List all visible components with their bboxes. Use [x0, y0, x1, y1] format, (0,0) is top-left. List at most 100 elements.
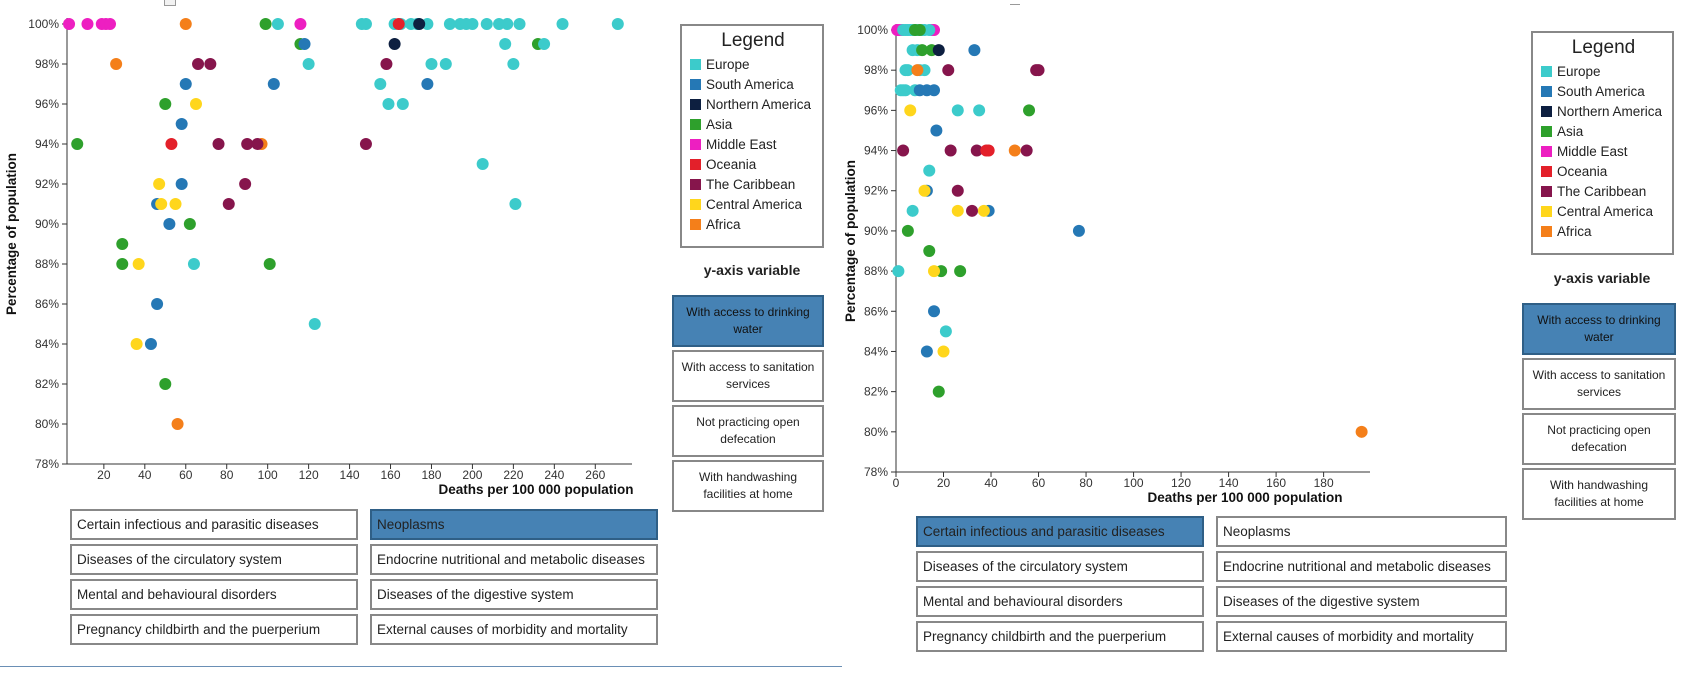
- data-point[interactable]: Europe: [538, 38, 551, 50]
- data-point[interactable]: Northern America: [413, 18, 426, 30]
- data-point[interactable]: Asia: [1023, 104, 1036, 117]
- data-point[interactable]: Central America: [190, 98, 202, 110]
- data-point[interactable]: Europe: [611, 18, 624, 30]
- data-point[interactable]: Africa: [1008, 144, 1021, 157]
- data-point[interactable]: Europe: [439, 58, 452, 70]
- data-point[interactable]: The Caribbean: [241, 138, 254, 150]
- category-button-external[interactable]: External causes of morbidity and mortali…: [1216, 621, 1507, 652]
- data-point[interactable]: South America: [928, 305, 941, 318]
- data-point[interactable]: The Caribbean: [359, 138, 372, 150]
- data-point[interactable]: Europe: [951, 104, 964, 117]
- data-point[interactable]: Central America: [951, 204, 964, 217]
- yvar-button-open-defecation[interactable]: Not practicing open defecation: [672, 405, 824, 457]
- data-point[interactable]: Asia: [913, 24, 926, 36]
- data-point[interactable]: Europe: [359, 18, 372, 30]
- data-point[interactable]: South America: [968, 44, 981, 57]
- yvar-button-sanitation[interactable]: With access to sanitation services: [672, 350, 824, 402]
- data-point[interactable]: Asia: [954, 265, 967, 278]
- category-button-neoplasms[interactable]: Neoplasms: [370, 509, 658, 540]
- data-point[interactable]: Europe: [923, 24, 936, 36]
- data-point[interactable]: Europe: [425, 58, 438, 70]
- data-point[interactable]: Central America: [928, 265, 941, 278]
- data-point[interactable]: Europe: [466, 18, 479, 30]
- data-point[interactable]: Africa: [911, 64, 924, 77]
- data-point[interactable]: Europe: [382, 98, 395, 110]
- data-point[interactable]: Asia: [71, 138, 84, 150]
- data-point[interactable]: The Caribbean: [239, 178, 252, 190]
- category-button-mental[interactable]: Mental and behavioural disorders: [70, 579, 358, 610]
- data-point[interactable]: Middle East: [294, 18, 307, 30]
- data-point[interactable]: Middle East: [104, 18, 116, 30]
- category-button-pregnancy[interactable]: Pregnancy childbirth and the puerperium: [916, 621, 1204, 652]
- data-point[interactable]: The Caribbean: [380, 58, 393, 70]
- category-button-circulatory[interactable]: Diseases of the circulatory system: [916, 551, 1204, 582]
- data-point[interactable]: Asia: [259, 18, 272, 30]
- data-point[interactable]: Oceania: [165, 138, 178, 150]
- data-point[interactable]: Europe: [476, 158, 489, 170]
- category-button-digestive[interactable]: Diseases of the digestive system: [370, 579, 658, 610]
- data-point[interactable]: Central America: [153, 178, 166, 190]
- data-point[interactable]: The Caribbean: [944, 144, 957, 157]
- data-point[interactable]: South America: [1072, 224, 1085, 237]
- category-button-infectious[interactable]: Certain infectious and parasitic disease…: [70, 509, 358, 540]
- data-point[interactable]: Europe: [308, 318, 321, 330]
- data-point[interactable]: Asia: [116, 258, 129, 270]
- data-point[interactable]: The Caribbean: [951, 184, 964, 197]
- data-point[interactable]: The Caribbean: [970, 144, 983, 157]
- data-point[interactable]: South America: [163, 218, 176, 230]
- data-point[interactable]: Africa: [1355, 425, 1368, 438]
- data-point[interactable]: Europe: [509, 198, 522, 210]
- data-point[interactable]: Europe: [892, 265, 905, 278]
- data-point[interactable]: Europe: [939, 325, 952, 338]
- data-point[interactable]: The Caribbean: [966, 204, 979, 217]
- data-point[interactable]: Oceania: [392, 18, 405, 30]
- data-point[interactable]: South America: [298, 38, 311, 50]
- data-point[interactable]: South America: [151, 298, 164, 310]
- data-point[interactable]: Central America: [132, 258, 145, 270]
- data-point[interactable]: Europe: [906, 204, 919, 217]
- category-button-external[interactable]: External causes of morbidity and mortali…: [370, 614, 658, 645]
- data-point[interactable]: Asia: [116, 238, 129, 250]
- category-button-digestive[interactable]: Diseases of the digestive system: [1216, 586, 1507, 617]
- data-point[interactable]: Central America: [155, 198, 168, 210]
- category-button-circulatory[interactable]: Diseases of the circulatory system: [70, 544, 358, 575]
- yvar-button-drinking-water[interactable]: With access to drinking water: [672, 295, 824, 347]
- data-point[interactable]: Asia: [263, 258, 276, 270]
- data-point[interactable]: Europe: [513, 18, 526, 30]
- data-point[interactable]: Europe: [556, 18, 569, 30]
- category-button-mental[interactable]: Mental and behavioural disorders: [916, 586, 1204, 617]
- data-point[interactable]: Central America: [130, 338, 143, 350]
- data-point[interactable]: South America: [267, 78, 280, 90]
- data-point[interactable]: The Caribbean: [1032, 64, 1045, 77]
- category-button-endocrine[interactable]: Endocrine nutritional and metabolic dise…: [1216, 551, 1507, 582]
- data-point[interactable]: Europe: [480, 18, 493, 30]
- data-point[interactable]: Asia: [159, 98, 172, 110]
- data-point[interactable]: South America: [144, 338, 157, 350]
- data-point[interactable]: Central America: [918, 184, 931, 197]
- data-point[interactable]: Northern America: [388, 38, 401, 50]
- data-point[interactable]: Central America: [937, 345, 950, 358]
- category-button-neoplasms[interactable]: Neoplasms: [1216, 516, 1507, 547]
- data-point[interactable]: Europe: [187, 258, 200, 270]
- data-point[interactable]: The Caribbean: [204, 58, 217, 70]
- yvar-button-drinking-water[interactable]: With access to drinking water: [1522, 303, 1676, 355]
- data-point[interactable]: Central America: [169, 198, 182, 210]
- data-point[interactable]: South America: [930, 124, 943, 137]
- data-point[interactable]: Europe: [507, 58, 520, 70]
- data-point[interactable]: Middle East: [63, 18, 76, 30]
- data-point[interactable]: The Caribbean: [1020, 144, 1033, 157]
- data-point[interactable]: Asia: [901, 224, 914, 237]
- yvar-button-handwashing[interactable]: With handwashing facilities at home: [1522, 468, 1676, 520]
- yvar-button-open-defecation[interactable]: Not practicing open defecation: [1522, 413, 1676, 465]
- data-point[interactable]: The Caribbean: [942, 64, 955, 77]
- yvar-button-handwashing[interactable]: With handwashing facilities at home: [672, 460, 824, 512]
- data-point[interactable]: The Caribbean: [212, 138, 225, 150]
- data-point[interactable]: Africa: [171, 418, 184, 430]
- category-button-endocrine[interactable]: Endocrine nutritional and metabolic dise…: [370, 544, 658, 575]
- data-point[interactable]: Europe: [501, 18, 514, 30]
- category-button-pregnancy[interactable]: Pregnancy childbirth and the puerperium: [70, 614, 358, 645]
- data-point[interactable]: Asia: [923, 245, 936, 257]
- data-point[interactable]: South America: [928, 84, 941, 97]
- data-point[interactable]: Europe: [973, 104, 986, 117]
- data-point[interactable]: Asia: [159, 378, 172, 390]
